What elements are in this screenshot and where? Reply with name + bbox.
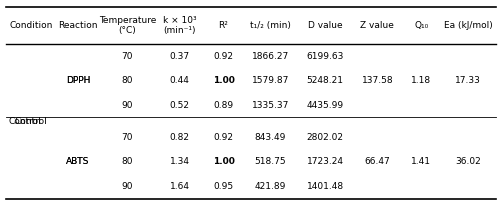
Text: Z value: Z value [360, 21, 394, 30]
Text: 6199.63: 6199.63 [306, 52, 343, 61]
Text: 17.33: 17.33 [454, 76, 480, 85]
Text: 90: 90 [121, 182, 133, 191]
Text: 1335.37: 1335.37 [251, 101, 289, 110]
Text: 1.00: 1.00 [212, 157, 234, 166]
Text: 1579.87: 1579.87 [251, 76, 289, 85]
Text: DPPH: DPPH [66, 76, 90, 85]
Text: ABTS: ABTS [66, 157, 89, 166]
Text: 1.18: 1.18 [410, 76, 431, 85]
Text: DPPH: DPPH [66, 76, 90, 85]
Text: 0.37: 0.37 [169, 52, 189, 61]
Text: Temperature
(°C): Temperature (°C) [98, 16, 156, 35]
Text: 5248.21: 5248.21 [306, 76, 343, 85]
Text: 80: 80 [121, 76, 133, 85]
Text: Control: Control [9, 117, 42, 126]
Text: 4435.99: 4435.99 [306, 101, 343, 110]
Text: 2802.02: 2802.02 [306, 133, 343, 142]
Text: 1.41: 1.41 [411, 157, 430, 166]
Text: Ea (kJ/mol): Ea (kJ/mol) [443, 21, 491, 30]
Text: 1866.27: 1866.27 [251, 52, 288, 61]
Text: 90: 90 [121, 101, 133, 110]
Text: Q₁₀: Q₁₀ [413, 21, 428, 30]
Text: 421.89: 421.89 [254, 182, 286, 191]
Text: k × 10³
(min⁻¹): k × 10³ (min⁻¹) [162, 16, 196, 35]
Text: Reaction: Reaction [58, 21, 97, 30]
Text: Condition: Condition [10, 21, 53, 30]
Text: 1401.48: 1401.48 [306, 182, 343, 191]
Text: 137.58: 137.58 [361, 76, 392, 85]
Text: 0.44: 0.44 [169, 76, 189, 85]
Text: 1723.24: 1723.24 [306, 157, 343, 166]
Text: t₁/₂ (min): t₁/₂ (min) [249, 21, 290, 30]
Text: R²: R² [218, 21, 228, 30]
Text: 1.00: 1.00 [212, 76, 234, 85]
Text: 36.02: 36.02 [454, 157, 480, 166]
Text: 66.47: 66.47 [364, 157, 390, 166]
Text: 1.64: 1.64 [169, 182, 189, 191]
Text: D value: D value [307, 21, 342, 30]
Text: 0.52: 0.52 [169, 101, 189, 110]
Text: 80: 80 [121, 157, 133, 166]
Text: 70: 70 [121, 52, 133, 61]
Text: Control: Control [15, 117, 48, 126]
Text: 0.92: 0.92 [213, 52, 233, 61]
Text: 843.49: 843.49 [254, 133, 286, 142]
Text: 0.89: 0.89 [213, 101, 233, 110]
Text: 1.34: 1.34 [169, 157, 189, 166]
Text: 518.75: 518.75 [254, 157, 286, 166]
Text: 70: 70 [121, 133, 133, 142]
Text: 0.92: 0.92 [213, 133, 233, 142]
Text: ABTS: ABTS [66, 157, 89, 166]
Text: 0.82: 0.82 [169, 133, 189, 142]
Text: 0.95: 0.95 [213, 182, 233, 191]
